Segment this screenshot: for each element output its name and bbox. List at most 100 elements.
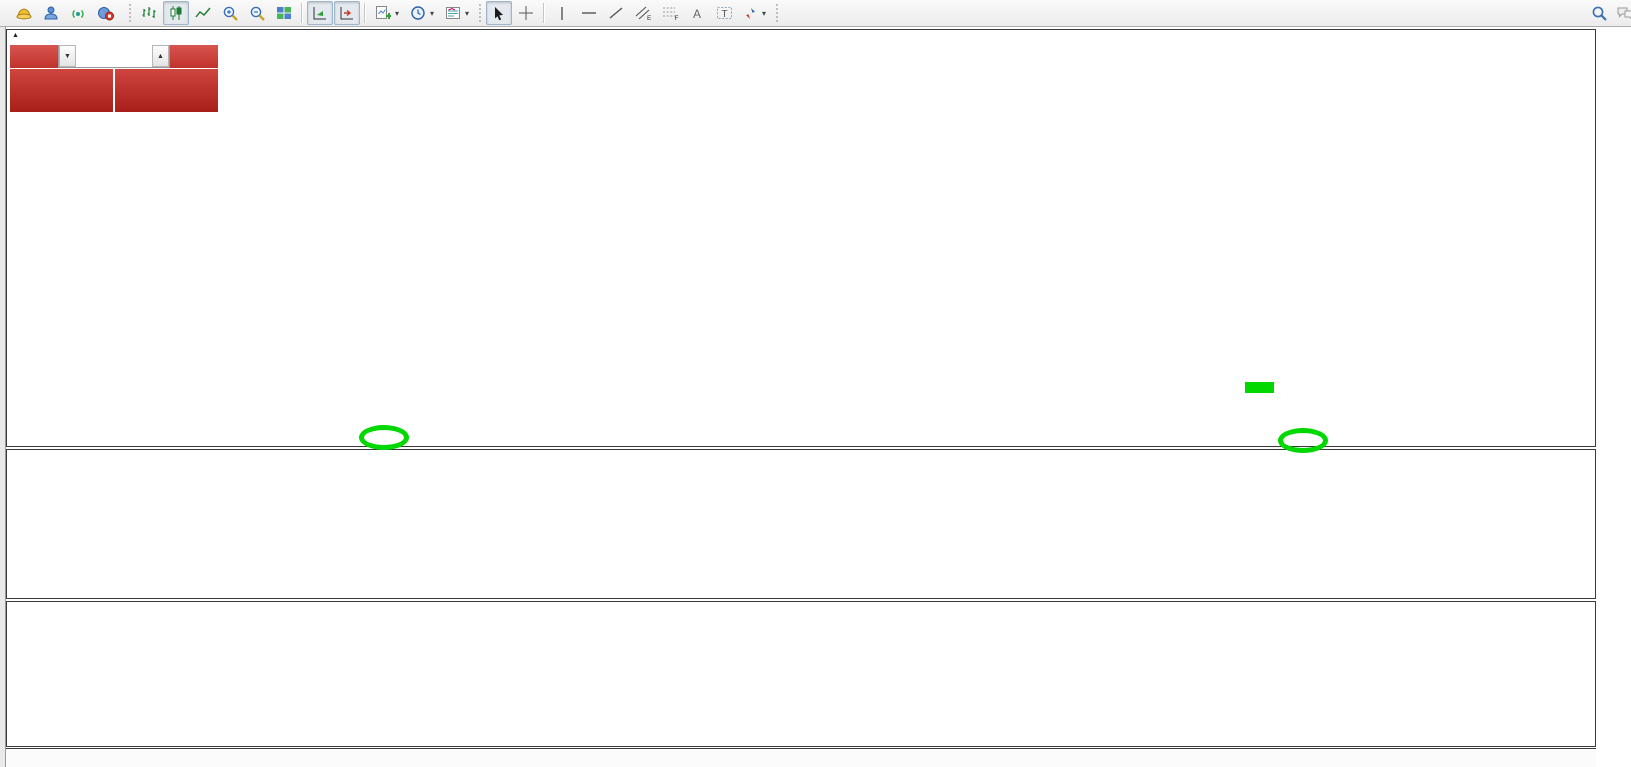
highlight-ellipse-right [1278,428,1328,453]
equidistant-channel-button[interactable]: E [630,1,656,25]
tf-D1[interactable] [873,9,887,17]
rsi-pane[interactable] [6,601,1596,747]
dropdown-caret-icon: ▾ [762,8,767,18]
trendline-icon [609,7,623,19]
panel-toggle-icon[interactable]: ▲ [12,32,19,39]
template-icon [446,7,461,19]
toolbar-grip [775,3,780,23]
deposit-button[interactable] [11,1,37,25]
tf-W1[interactable] [888,9,902,17]
window-left-edge [0,27,6,767]
one-click-trade-panel: ▼ ▲ [10,45,218,112]
indicators-button[interactable]: ▾ [370,1,404,25]
fibo-letter: F [674,15,678,21]
crosshair-icon [519,6,534,20]
line-chart-button[interactable] [190,1,216,25]
main-toolbar: ▾ ▾ ▾ E F A T ▾ [0,0,1631,27]
price-axis[interactable] [1597,29,1631,748]
svg-text:A: A [693,7,701,21]
periods-button[interactable]: ▾ [405,1,439,25]
horizontal-line-button[interactable] [576,1,602,25]
tile-windows-button[interactable] [271,1,297,25]
candlestick-plot [7,30,1595,446]
chart-shift-icon [340,7,353,20]
tf-M1[interactable] [783,9,797,17]
highlight-ellipse-left [359,425,409,450]
chart-title: ▲ [12,32,29,39]
tf-MN[interactable] [903,9,917,17]
auto-scroll-icon [313,7,326,20]
tf-M30[interactable] [828,9,842,17]
channel-letter: E [647,15,652,21]
macd-pane[interactable] [6,449,1596,599]
dropdown-caret-icon: ▾ [395,8,400,18]
crosshair-button[interactable] [513,1,539,25]
fibonacci-icon: F [662,7,678,21]
autotrading-icon [98,7,114,21]
triangle-down-icon: ▼ [64,52,71,60]
clock-icon [411,6,425,20]
tf-H4[interactable] [858,9,872,17]
dropdown-caret-icon: ▾ [430,8,435,18]
macd-plot [7,450,1595,598]
dropdown-caret-icon: ▾ [465,8,470,18]
support-button[interactable] [38,1,64,25]
horizontal-line-icon [582,12,597,14]
arrows-button[interactable]: ▾ [738,1,771,25]
templates-button[interactable]: ▾ [440,1,474,25]
signals-button[interactable] [65,1,91,25]
volume-input[interactable] [76,45,152,67]
candlestick-chart-button[interactable] [163,1,189,25]
search-icon [1592,6,1607,21]
triangle-up-icon: ▲ [157,52,164,60]
chart-shift-button[interactable] [334,1,360,25]
bar-chart-icon [142,7,156,18]
tf-M15[interactable] [813,9,827,17]
highlight-box [1245,382,1274,393]
text-label-icon: T [716,7,732,20]
toolbar-separator [301,3,303,23]
toolbar-grip [128,3,132,23]
zoom-out-button[interactable] [244,1,270,25]
fibonacci-button[interactable]: F [657,1,683,25]
bar-chart-button[interactable] [136,1,162,25]
vertical-line-icon [561,6,563,20]
tf-M5[interactable] [798,9,812,17]
chat-button[interactable] [1613,1,1631,25]
arrows-icon [746,7,756,19]
volume-down-button[interactable]: ▼ [59,45,76,67]
add-indicator-icon [376,6,391,19]
auto-scroll-button[interactable] [307,1,333,25]
rsi-plot [7,602,1595,746]
main-chart-pane[interactable] [6,29,1596,447]
date-axis[interactable] [6,748,1596,767]
zoom-in-icon [223,6,238,21]
volume-up-button[interactable]: ▲ [152,45,169,67]
bid-quote[interactable] [10,69,113,112]
buy-button[interactable] [170,45,218,68]
vertical-line-button[interactable] [549,1,575,25]
zoom-out-icon [250,6,265,21]
candlestick-icon [170,6,182,20]
cursor-button[interactable] [486,1,513,25]
support-agent-icon [44,6,58,20]
sell-button[interactable] [10,45,58,68]
zoom-in-button[interactable] [217,1,243,25]
channel-icon: E [635,6,652,21]
svg-text:T: T [721,9,727,20]
cursor-arrow-icon [495,6,504,20]
chat-icon [1617,7,1631,20]
autotrading-button[interactable] [92,1,124,25]
toolbar-separator [364,3,366,23]
tf-H1[interactable] [843,9,857,17]
trendline-button[interactable] [603,1,629,25]
toolbar-separator [543,3,546,23]
search-button[interactable] [1586,1,1612,25]
line-chart-icon [195,7,211,18]
text-button[interactable]: A [684,1,710,25]
tile-windows-icon [277,7,291,19]
toolbar-grip [478,3,483,23]
text-label-button[interactable]: T [711,1,737,25]
ask-quote[interactable] [115,69,218,112]
new-order-button[interactable] [0,1,10,25]
